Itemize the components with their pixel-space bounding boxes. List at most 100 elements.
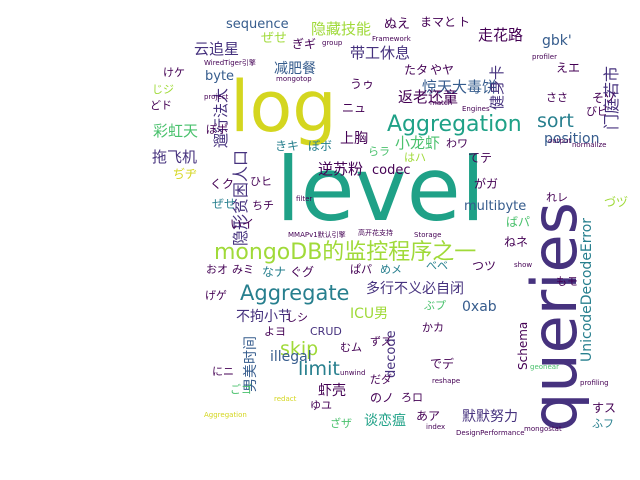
word-limit: limit [298,358,340,380]
word-informal: 不拘小节 [236,309,292,325]
word-hidden-skill: 隐藏技能 [311,20,372,38]
word-zese-1: ぜせ [261,31,288,46]
word-queries: queries [518,202,591,432]
word-gbk: gbk' [542,33,572,49]
word-gigi: ぎギ [292,37,317,51]
word-index: index [426,423,446,431]
word-yaya: やヤ [430,63,455,77]
word-kuku: くク [210,177,235,191]
word-shrimp-shell: 虾壳 [318,383,346,399]
word-yuyu: ゆユ [310,399,332,412]
word-profiling: profiling [580,379,609,387]
word-mmapv1: MMAPv1默认引擎 [288,231,346,239]
word-skip: skip [280,338,319,360]
word-drag-plane: 拖飞机 [152,148,198,166]
word-rainbow: 彩虹天 [153,122,199,140]
word-sort: sort [537,110,574,132]
word-tsutsu: つツ [472,259,497,273]
word-mamato: まマと [420,15,457,29]
word-dzidzi: ぢヂ [173,167,198,181]
word-filter: filter [296,195,313,203]
word-framework: Framework [372,35,411,43]
word-redact: redact [274,395,297,403]
word-open-support: 高开花支持 [358,229,393,237]
word-zuzu: ずズ [370,335,392,348]
word-diet-meal: 减肥餐 [274,61,316,77]
word-nini: にニ [212,365,234,378]
word-aggregate: Aggregate [240,281,350,305]
word-papa: ぱパ [350,263,372,276]
word-normalize: normalize [572,141,607,149]
word-uu: うゥ [350,77,375,91]
word-mumu: むム [340,341,362,354]
word-aggregation-small: Aggregation [204,411,247,419]
word-ii: いイ [230,217,255,231]
word-mimi: みミ [232,263,254,276]
word-ee: えエ [556,61,581,75]
word-dodo: どド [150,99,172,112]
word-icu-man: ICU男 [350,306,389,322]
word-nono: のノ [370,391,395,405]
word-dada: だダ [370,373,392,386]
word-bobo: ぼボ [308,139,333,153]
word-gogo: ごゴ [230,383,252,396]
word-nene: ねネ [504,235,529,249]
word-fufu: ふフ [592,417,614,430]
word-geonear: geonear [530,363,559,371]
word-evil-closes: 多行不义必自闭 [366,281,464,297]
word-nue: ぬえ [384,17,411,32]
word-rere: れレ [546,191,568,204]
word-jiji: じジ [152,83,174,96]
word-bubu: ぶプ [424,299,446,312]
word-level: level [276,138,486,241]
word-mongodb-monitor: mongoDB的监控程序之一 [214,240,477,265]
word-gege: げゲ [205,289,227,302]
word-0xab: 0xab [462,299,497,315]
word-momo: もモ [556,275,578,288]
word-sasa: ささ [546,91,568,104]
word-susu: すス [592,401,617,415]
word-shishi: しシ [286,311,308,324]
word-to: ト [458,15,471,29]
word-dede: でデ [430,357,455,371]
word-match: match [430,99,453,107]
word-kiki: きキ [275,139,300,153]
word-reshape: reshape [432,377,461,385]
word-love-plague: 谈恋瘟 [364,413,406,429]
word-byte: byte [205,69,235,84]
word-roro: ろロ [401,391,423,404]
word-keke: けケ [163,66,185,79]
word-schema: Schema [516,321,530,370]
word-storage: Storage [414,231,442,239]
word-unicodedecodeerror: UnicodeDecodeError [579,217,595,362]
word-crayfish: 小龙虾 [395,134,441,152]
word-flower-road: 走花路 [478,26,524,44]
word-mongotop: mongotop [276,75,312,83]
word-gaga: がガ [474,177,499,191]
word-log: log [230,66,337,148]
word-group: group [322,39,343,47]
word-silent-effort: 默默努力 [462,409,518,425]
word-output: output [548,137,572,145]
word-show: show [514,261,533,269]
word-rara: らラ [368,145,390,158]
word-position: position [544,131,600,147]
word-poison-cake: 惊天大毒饼 [422,78,498,96]
word-sozo: そゾ [592,91,617,105]
word-aggregation: Aggregation [387,112,522,137]
word-cloud-idol: 云追星 [194,40,240,58]
word-multibyte: multibyte [464,199,527,214]
word-mongostat: mongostat [524,425,562,433]
word-reverse-fan: 逆苏粉 [318,160,364,178]
word-zaza: ざザ [330,417,352,430]
word-designperformance: DesignPerformance [456,429,525,437]
word-yoyo: よヨ [264,325,286,338]
word-chichi: ちチ [252,199,274,212]
word-nyu: ニュ [342,101,367,115]
word-kaka: かカ [422,321,444,334]
word-bebe: べベ [426,259,448,272]
word-upper-chest: 上胸 [340,131,368,147]
word-popo: ぽポ [206,123,228,136]
word-tete: てテ [468,151,493,165]
